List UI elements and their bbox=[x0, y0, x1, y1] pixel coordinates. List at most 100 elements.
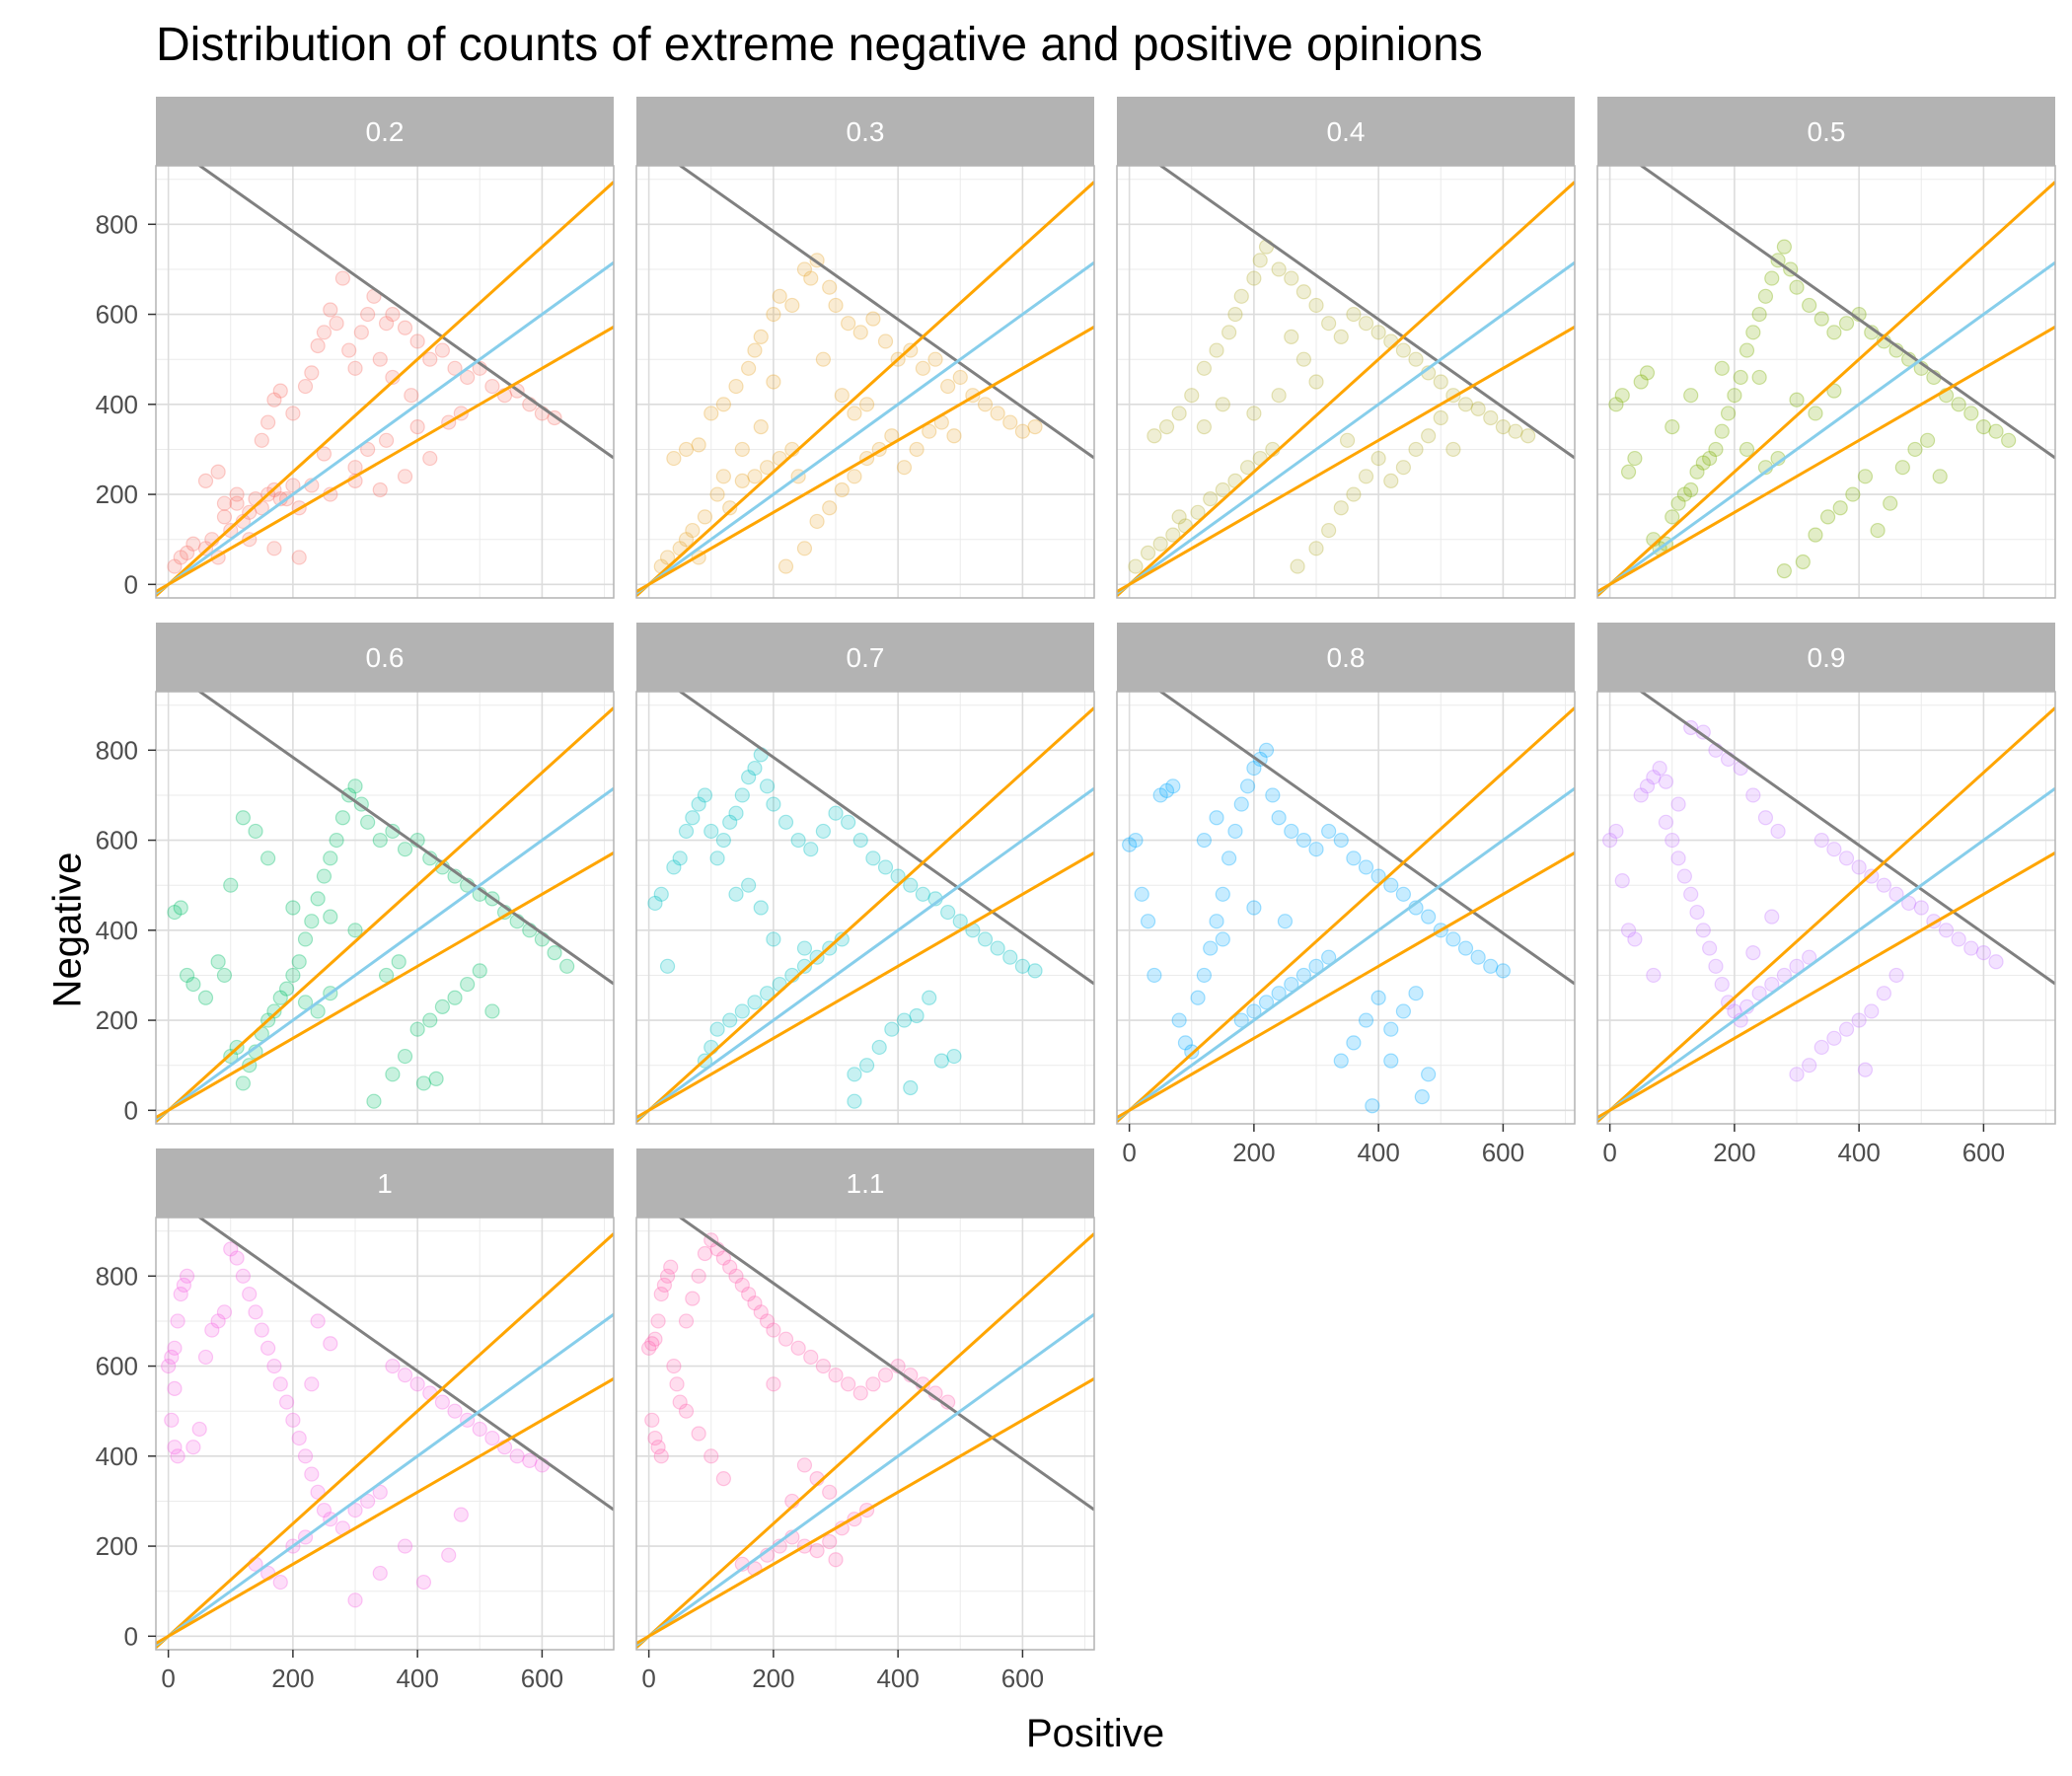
data-point bbox=[1395, 342, 1411, 358]
panel-border bbox=[1116, 165, 1576, 599]
data-point bbox=[164, 1349, 180, 1366]
data-point bbox=[272, 1574, 288, 1591]
data-point bbox=[472, 1421, 487, 1438]
data-point bbox=[378, 316, 395, 332]
data-point bbox=[747, 342, 763, 358]
data-point bbox=[291, 954, 307, 970]
reference-line-3 bbox=[1597, 326, 2055, 593]
data-point bbox=[1370, 868, 1386, 884]
facet-strip bbox=[1597, 97, 2055, 166]
data-point bbox=[210, 954, 226, 970]
data-point bbox=[460, 369, 476, 386]
reference-line-3 bbox=[156, 851, 614, 1119]
data-point bbox=[1445, 441, 1461, 458]
data-point bbox=[409, 1021, 425, 1037]
data-point bbox=[1383, 473, 1399, 488]
data-point bbox=[1196, 419, 1212, 435]
chart-title: Distribution of counts of extreme negati… bbox=[156, 19, 1483, 71]
data-point bbox=[1495, 963, 1512, 979]
y-tick-label: 600 bbox=[96, 1352, 138, 1381]
data-point bbox=[852, 832, 868, 849]
data-point bbox=[1421, 1067, 1437, 1082]
data-point bbox=[1395, 1003, 1411, 1019]
data-point bbox=[453, 1507, 469, 1522]
data-point bbox=[1271, 388, 1287, 404]
data-point bbox=[397, 320, 413, 335]
data-point bbox=[1795, 554, 1811, 570]
x-tick-label: 0 bbox=[161, 1664, 175, 1693]
data-point bbox=[803, 842, 819, 857]
data-point bbox=[1608, 397, 1624, 412]
data-point bbox=[865, 851, 881, 866]
data-point bbox=[903, 877, 919, 893]
data-point bbox=[1365, 1098, 1380, 1114]
data-point bbox=[1002, 414, 1018, 430]
data-point bbox=[822, 279, 838, 295]
facet-strip-label: 0.2 bbox=[366, 116, 405, 147]
data-point bbox=[715, 1471, 731, 1487]
data-point bbox=[266, 1003, 282, 1019]
data-point bbox=[310, 1313, 326, 1329]
data-point bbox=[741, 1286, 757, 1302]
data-point bbox=[1826, 842, 1842, 857]
data-point bbox=[1284, 270, 1299, 286]
reference-line-1 bbox=[636, 706, 1094, 1123]
data-point bbox=[1620, 923, 1637, 938]
data-point bbox=[291, 550, 307, 565]
reference-line-2 bbox=[1117, 260, 1575, 595]
facet-panel-0.2: 0.2 0 200 400 600 800 bbox=[96, 97, 615, 599]
data-point bbox=[409, 1376, 425, 1392]
data-point bbox=[422, 450, 438, 467]
data-point bbox=[1857, 1062, 1874, 1077]
data-point bbox=[1720, 406, 1737, 421]
data-point bbox=[1813, 1039, 1829, 1056]
data-point bbox=[644, 1412, 660, 1428]
data-point bbox=[1727, 388, 1742, 404]
data-point bbox=[385, 1358, 401, 1374]
data-point bbox=[766, 306, 781, 323]
data-point bbox=[1233, 796, 1249, 812]
data-point bbox=[678, 532, 695, 548]
data-point bbox=[185, 976, 201, 993]
reference-line-2 bbox=[156, 786, 614, 1121]
data-point bbox=[1433, 409, 1448, 426]
data-point bbox=[728, 378, 744, 395]
data-point bbox=[841, 814, 856, 830]
data-point bbox=[1246, 760, 1262, 777]
data-point bbox=[1122, 837, 1138, 852]
data-point bbox=[1152, 787, 1168, 803]
data-point bbox=[1733, 369, 1748, 386]
data-point bbox=[741, 770, 757, 785]
data-point bbox=[1802, 1058, 1817, 1073]
y-tick-label: 800 bbox=[96, 735, 138, 765]
facet-panel-1.1: 1.1 0 200 400 600 bbox=[635, 1148, 1095, 1693]
data-point bbox=[1683, 388, 1699, 404]
data-point bbox=[1147, 428, 1162, 444]
data-point bbox=[266, 541, 282, 556]
reference-line-1 bbox=[1597, 181, 2055, 597]
data-point bbox=[1358, 469, 1374, 484]
data-point bbox=[447, 360, 463, 376]
data-point bbox=[285, 406, 301, 421]
x-tick-label: 0 bbox=[641, 1664, 655, 1693]
data-point bbox=[1714, 976, 1730, 993]
data-point bbox=[164, 1412, 180, 1428]
data-point bbox=[1633, 374, 1649, 390]
data-point bbox=[1246, 1003, 1262, 1019]
data-point bbox=[304, 1466, 320, 1482]
data-point bbox=[366, 1093, 382, 1109]
data-point bbox=[1284, 823, 1299, 840]
y-axis-title: Negative bbox=[45, 851, 90, 1008]
data-point bbox=[741, 360, 757, 376]
data-point bbox=[304, 1376, 320, 1392]
data-point bbox=[1147, 967, 1162, 984]
data-point bbox=[703, 406, 719, 421]
data-point bbox=[753, 329, 769, 344]
data-point bbox=[409, 419, 425, 435]
y-tick-label: 400 bbox=[96, 1442, 138, 1471]
data-point bbox=[766, 931, 781, 947]
data-point bbox=[1676, 486, 1692, 502]
data-point bbox=[1751, 369, 1767, 386]
data-point bbox=[772, 288, 787, 304]
points-group bbox=[636, 1218, 1094, 1649]
